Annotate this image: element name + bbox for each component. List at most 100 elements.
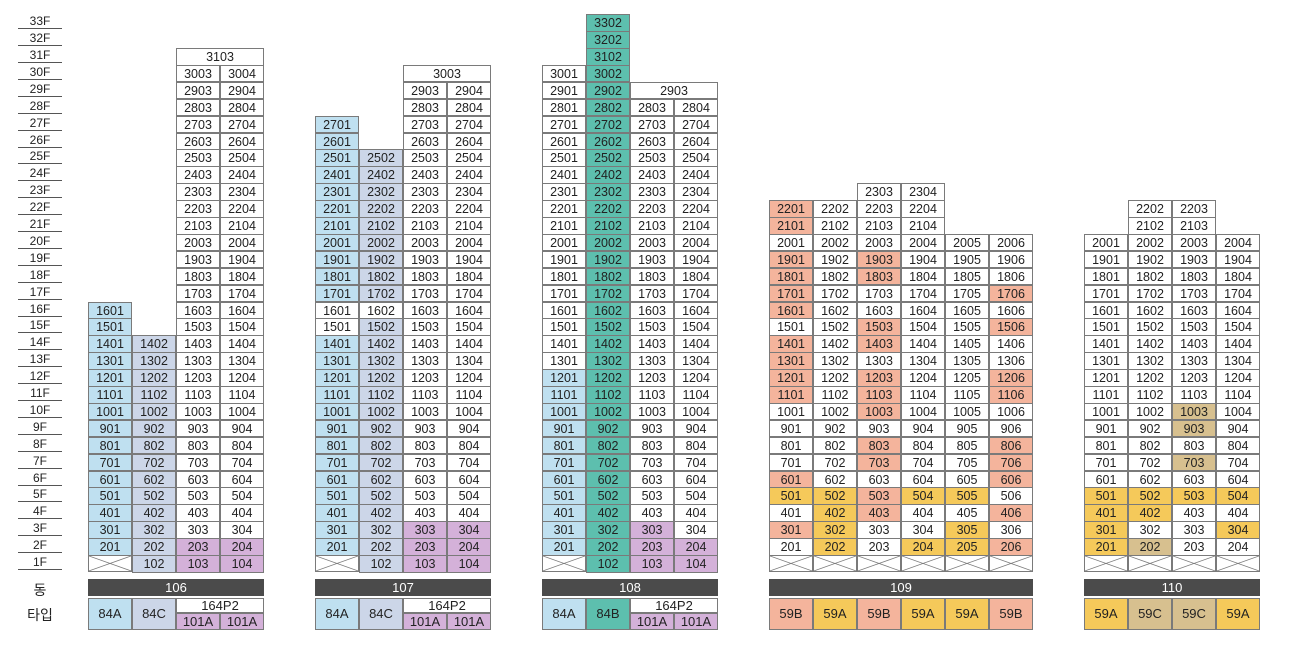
unit-cell: 301: [542, 521, 586, 539]
unit-cell: 2901: [542, 81, 586, 100]
unit-cell: 1004: [1216, 402, 1260, 421]
unit-cell: 2001: [315, 233, 359, 252]
unit-cell: 1901: [315, 250, 359, 269]
unit-cell: 502: [813, 487, 857, 505]
unit-cell: 904: [1216, 419, 1260, 438]
unit-cell: 404: [901, 504, 945, 522]
unit-cell: 303: [1172, 521, 1216, 539]
unit-cell: 504: [220, 487, 264, 505]
unit-cell: 1101: [315, 386, 359, 404]
unit-cell: 2103: [176, 217, 220, 235]
unit-cell: 1103: [630, 386, 674, 404]
floor-label: 29F: [18, 82, 62, 97]
unit-cell: 2302: [586, 183, 630, 201]
floor-label: 9F: [18, 420, 62, 435]
unit-cell: 1003: [630, 402, 674, 421]
unit-cell: 1803: [176, 267, 220, 286]
unit-cell: 201: [769, 538, 813, 556]
unit-cell: 2504: [447, 149, 491, 167]
unit-cell: 403: [630, 504, 674, 522]
unit-cell: 703: [1172, 453, 1216, 472]
unit-cell: 1702: [586, 284, 630, 303]
unit-cell: 3003: [176, 64, 220, 83]
unit-cell: 1104: [447, 386, 491, 404]
unit-cell: 1604: [901, 301, 945, 319]
type-cell: 59C: [1128, 598, 1172, 630]
unit-cell: 804: [901, 436, 945, 455]
unit-cell: 501: [769, 487, 813, 505]
unit-cell: 1604: [1216, 301, 1260, 319]
unit-cell: 205: [945, 538, 989, 556]
type-cell: 84C: [132, 598, 176, 630]
floor-label: 11F: [18, 387, 62, 401]
unit-cell: 1803: [857, 267, 901, 286]
unit-cell: 1804: [220, 267, 264, 286]
unit-cell: 2502: [359, 149, 403, 167]
unit-cell: 2104: [447, 217, 491, 235]
floor-label: 2F: [18, 539, 62, 554]
unit-cell: 602: [586, 470, 630, 488]
unit-cell: 404: [220, 504, 264, 522]
unit-cell: 1904: [447, 250, 491, 269]
unit-cell: 1903: [1172, 250, 1216, 269]
unit-cell: 801: [1084, 436, 1128, 455]
unit-cell: 1604: [220, 301, 264, 319]
unit-cell: 1302: [586, 352, 630, 370]
floor-label: 23F: [18, 184, 62, 199]
unit-cell: 603: [857, 470, 901, 488]
unit-cell: 2501: [542, 149, 586, 167]
unit-cell: 1802: [1128, 267, 1172, 286]
unit-cell: 601: [542, 470, 586, 488]
unit-cell: 2303: [176, 183, 220, 201]
unit-cell: 2701: [315, 115, 359, 134]
unit-cell: 1403: [630, 335, 674, 353]
unit-cell: 803: [403, 436, 447, 455]
unit-cell: 2003: [1172, 233, 1216, 252]
unit-cell: 1501: [315, 318, 359, 336]
unit-cell: 1101: [769, 386, 813, 404]
unit-cell: 802: [586, 436, 630, 455]
unit-cell: 1203: [1172, 369, 1216, 387]
unit-cell: 204: [674, 538, 718, 556]
unit-cell: 1601: [542, 301, 586, 319]
unit-cell: 1204: [901, 369, 945, 387]
dong-bar: 108: [542, 579, 718, 596]
unit-cell: 601: [88, 470, 132, 488]
unit-cell: 1304: [1216, 352, 1260, 370]
unit-cell: 1004: [447, 402, 491, 421]
unit-cell: 1306: [989, 352, 1033, 370]
unit-cell: 2401: [315, 166, 359, 184]
unit-cell: 2602: [586, 132, 630, 150]
unit-cell: 1102: [813, 386, 857, 404]
unit-cell: 604: [1216, 470, 1260, 488]
unit-cell: 1302: [1128, 352, 1172, 370]
unit-cell: 303: [857, 521, 901, 539]
unit-cell: 1503: [176, 318, 220, 336]
unit-cell: 1502: [1128, 318, 1172, 336]
unit-cell: 102: [586, 555, 630, 573]
unit-cell: 902: [813, 419, 857, 438]
unit-cell: 1803: [1172, 267, 1216, 286]
unit-cell: 1602: [1128, 301, 1172, 319]
unit-cell: 102: [132, 555, 176, 573]
unit-cell: 2101: [315, 217, 359, 235]
unit-cell: 401: [315, 504, 359, 522]
unit-cell: 403: [1172, 504, 1216, 522]
unit-cell: 404: [447, 504, 491, 522]
unit-cell: 1002: [1128, 402, 1172, 421]
unit-cell: 301: [315, 521, 359, 539]
unit-cell: 1105: [945, 386, 989, 404]
unit-cell: 1402: [1128, 335, 1172, 353]
type-cell: 164P2: [176, 598, 264, 613]
unit-cell: 1804: [447, 267, 491, 286]
unit-cell: 2201: [542, 200, 586, 218]
unit-cell: 1604: [447, 301, 491, 319]
unit-cell: 704: [1216, 453, 1260, 472]
unit-cell: 1201: [769, 369, 813, 387]
unit-cell: 905: [945, 419, 989, 438]
unit-cell: 1903: [630, 250, 674, 269]
unit-cell: 902: [359, 419, 403, 438]
unit-cell: 2904: [447, 81, 491, 100]
unit-cell: 1703: [857, 284, 901, 303]
unit-cell: 1004: [901, 402, 945, 421]
